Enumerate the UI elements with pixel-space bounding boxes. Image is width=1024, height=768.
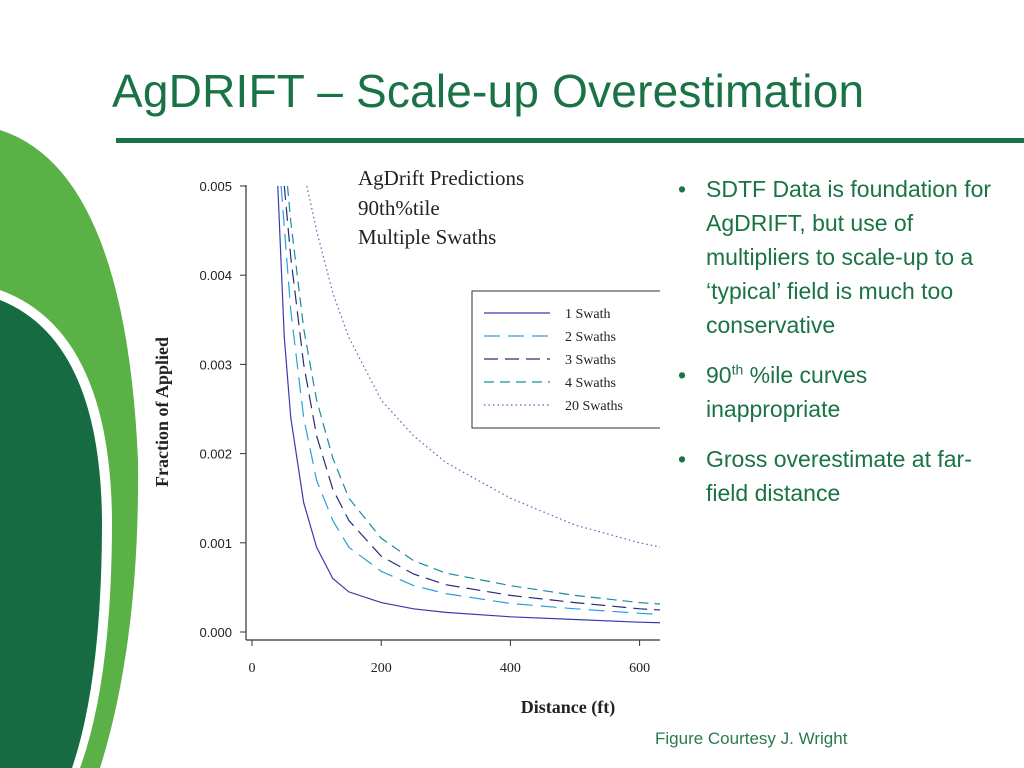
bullet-text: Gross overestimate at far-field distance	[706, 446, 972, 506]
series-line-3	[283, 185, 660, 611]
bullet-dot: •	[678, 446, 687, 472]
dark-green-arc	[0, 300, 102, 768]
bullet-text-pre: 90	[706, 362, 732, 388]
x-tick-label: 200	[371, 661, 392, 676]
y-tick-label: 0.005	[199, 179, 232, 194]
series-line-5	[306, 185, 660, 548]
y-tick-label: 0.002	[199, 447, 232, 462]
chart-title-block: AgDrift Predictions 90th%tile Multiple S…	[358, 166, 524, 249]
y-axis-label: Fraction of Applied	[152, 337, 172, 487]
bullet-dot: •	[678, 176, 687, 202]
y-tick-label: 0.000	[199, 625, 232, 640]
bullet-item: • Gross overestimate at far-field distanc…	[676, 442, 1006, 510]
bullet-superscript: th	[731, 361, 744, 378]
bullet-item: • SDTF Data is foundation for AgDRIFT, bu…	[676, 172, 1006, 342]
chart-legend: 1 Swath 2 Swaths 3 Swaths 4 Swaths 20 Swaths	[471, 290, 660, 429]
x-tick-label: 0	[249, 661, 256, 676]
bullet-text: SDTF Data is foundation for AgDRIFT, but…	[706, 176, 992, 338]
legend-label: 20 Swaths	[565, 399, 623, 414]
y-tick-label: 0.004	[199, 268, 232, 283]
legend-label: 3 Swaths	[565, 353, 616, 368]
legend-label: 2 Swaths	[565, 330, 616, 345]
chart-title-line-3: Multiple Swaths	[358, 225, 496, 249]
y-tick-label: 0.003	[199, 357, 232, 372]
bullet-item: • 90th %ile curves inappropriate	[676, 358, 1006, 426]
slide-title: AgDRIFT – Scale-up Overestimation	[112, 65, 865, 117]
drift-chart: AgDrift Predictions 90th%tile Multiple S…	[152, 166, 660, 718]
x-axis-label: Distance (ft)	[521, 697, 615, 718]
series-line-2	[280, 185, 660, 616]
x-tick-label: 400	[500, 661, 521, 676]
chart-title-line-1: AgDrift Predictions	[358, 166, 524, 190]
title-underline	[116, 138, 1024, 143]
bullet-text-post: %ile curves inappropriate	[706, 362, 868, 422]
x-tick-label: 600	[629, 661, 650, 676]
decorative-side-arcs	[0, 130, 139, 768]
series-line-4	[286, 185, 660, 605]
legend-label: 1 Swath	[565, 307, 611, 322]
y-tick-label: 0.001	[199, 536, 232, 551]
legend-label: 4 Swaths	[565, 376, 616, 391]
figure-credit: Figure Courtesy J. Wright	[655, 729, 848, 748]
bullet-dot: •	[678, 362, 687, 388]
bullet-list: • SDTF Data is foundation for AgDRIFT, bu…	[676, 172, 1006, 526]
y-axis-ticks: 0.000 0.001 0.002 0.003 0.004 0.005	[199, 179, 246, 640]
series-line-1	[277, 185, 660, 624]
series-lines	[277, 185, 660, 624]
chart-title-line-2: 90th%tile	[358, 196, 440, 220]
x-axis-ticks: 02004006008001000	[249, 640, 650, 676]
